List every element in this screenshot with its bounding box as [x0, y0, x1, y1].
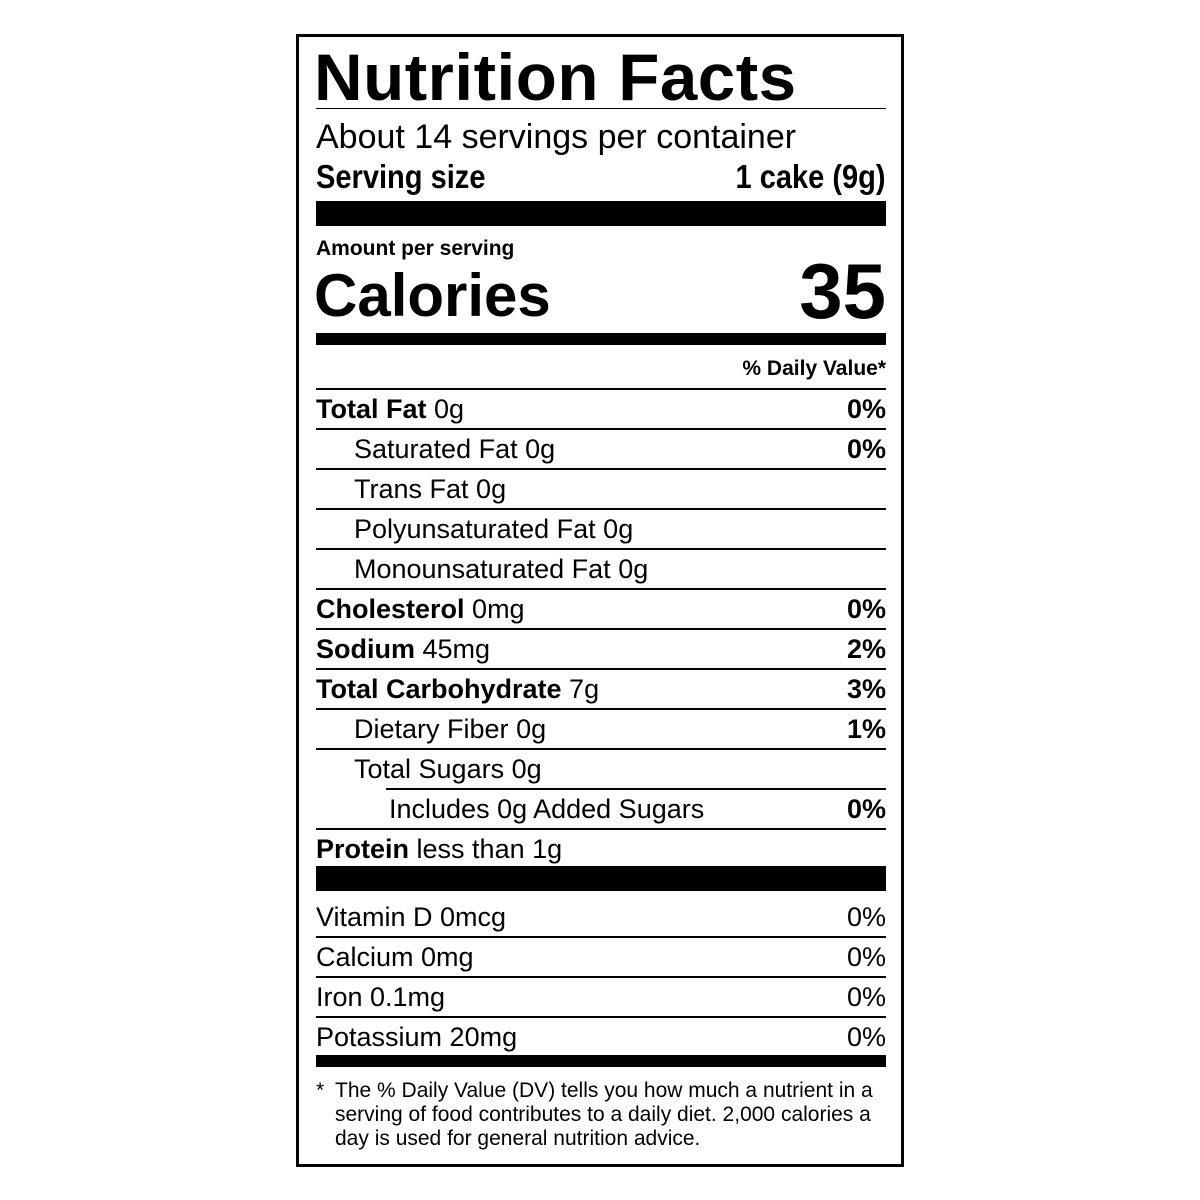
nutrient-name: Saturated Fat [354, 434, 518, 464]
thick-divider [316, 866, 886, 891]
nutrient-row: Total Sugars 0g [316, 749, 886, 789]
serving-size-value: 1 cake (9g) [735, 158, 886, 195]
nutrient-name: Monounsaturated Fat [354, 554, 611, 584]
nutrient-name: Sodium [316, 634, 415, 664]
nutrient-amount: 0g [603, 514, 634, 544]
nutrient-amount: 0g [511, 754, 542, 784]
nutrient-row: Total Carbohydrate 7g 3% [316, 669, 886, 709]
nutrient-row: Polyunsaturated Fat 0g [316, 509, 886, 549]
nutrient-row: Total Fat 0g 0% [316, 389, 886, 429]
divider [316, 828, 886, 830]
servings-per-container: About 14 servings per container [316, 118, 797, 156]
nutrient-amount: less than 1g [416, 834, 563, 864]
nutrient-name: Trans Fat [354, 474, 469, 504]
divider [316, 468, 886, 470]
vitamin-row: Potassium 20mg 0% [316, 1017, 886, 1057]
nutrient-label: Total Carbohydrate 7g [316, 674, 599, 704]
serving-size-label: Serving size [316, 158, 486, 195]
nutrition-facts-label: Nutrition Facts About 14 servings per co… [296, 34, 904, 1167]
nutrient-row: Monounsaturated Fat 0g [316, 549, 886, 589]
divider [316, 108, 886, 109]
divider [316, 668, 886, 670]
label-title: Nutrition Facts [314, 40, 797, 114]
nutrient-label: Total Fat 0g [316, 394, 464, 424]
nutrient-amount: 0g [525, 434, 556, 464]
nutrient-amount: 0g [476, 474, 507, 504]
vitamin-row: Vitamin D 0mcg 0% [316, 897, 886, 937]
nutrient-amount: 0g [618, 554, 649, 584]
divider [316, 428, 886, 430]
nutrient-label: Polyunsaturated Fat 0g [316, 514, 633, 544]
vitamin-label: Calcium 0mg [316, 942, 474, 972]
divider [316, 976, 886, 978]
nutrient-label: Protein less than 1g [316, 834, 562, 864]
nutrient-amount: 0mg [472, 594, 525, 624]
nutrient-amount: 0g [516, 714, 547, 744]
nutrient-row: Includes 0g Added Sugars 0% [316, 789, 886, 829]
nutrient-row: Sodium 45mg 2% [316, 629, 886, 669]
nutrient-row: Protein less than 1g [316, 829, 886, 869]
thick-divider [316, 201, 886, 226]
nutrient-label: Dietary Fiber 0g [316, 714, 546, 744]
nutrient-label: Trans Fat 0g [316, 474, 506, 504]
nutrient-label: Cholesterol 0mg [316, 594, 525, 624]
nutrient-name: Total Carbohydrate [316, 674, 562, 704]
vitamin-label: Potassium 20mg [316, 1022, 518, 1052]
divider [316, 508, 886, 510]
daily-value-percent: 0% [846, 594, 886, 624]
daily-value-percent: 0% [846, 982, 886, 1012]
nutrient-label: Saturated Fat 0g [316, 434, 555, 464]
divider [316, 388, 886, 390]
divider [316, 748, 886, 750]
nutrient-name: Includes 0g Added Sugars [389, 794, 705, 824]
vitamin-row: Iron 0.1mg 0% [316, 977, 886, 1017]
divider [386, 788, 886, 790]
nutrient-row: Dietary Fiber 0g 1% [316, 709, 886, 749]
footnote: The % Daily Value (DV) tells you how muc… [335, 1079, 873, 1150]
nutrient-amount: 45mg [422, 634, 491, 664]
calories-label: Calories [314, 262, 551, 329]
divider [316, 936, 886, 938]
calories-value: 35 [799, 247, 886, 335]
nutrient-label: Total Sugars 0g [316, 754, 542, 784]
medium-divider [316, 1055, 886, 1067]
nutrient-row: Cholesterol 0mg 0% [316, 589, 886, 629]
nutrient-amount: 7g [569, 674, 600, 704]
divider [316, 628, 886, 630]
nutrient-name: Total Fat [316, 394, 427, 424]
divider [316, 708, 886, 710]
nutrient-label: Sodium 45mg [316, 634, 490, 664]
vitamin-row: Calcium 0mg 0% [316, 937, 886, 977]
nutrient-amount: 0g [434, 394, 465, 424]
daily-value-percent: 0% [846, 434, 886, 464]
daily-value-percent: 1% [846, 714, 886, 744]
vitamin-label: Vitamin D 0mcg [316, 902, 507, 932]
divider [316, 588, 886, 590]
nutrient-row: Saturated Fat 0g 0% [316, 429, 886, 469]
nutrient-label: Includes 0g Added Sugars [316, 794, 704, 824]
footnote-marker: * [316, 1079, 325, 1102]
nutrient-row: Trans Fat 0g [316, 469, 886, 509]
daily-value-percent: 0% [846, 942, 886, 972]
nutrient-label: Monounsaturated Fat 0g [316, 554, 648, 584]
daily-value-percent: 0% [846, 794, 886, 824]
daily-value-percent: 0% [846, 902, 886, 932]
divider [316, 1016, 886, 1018]
nutrient-name: Dietary Fiber [354, 714, 509, 744]
daily-value-percent: 2% [846, 634, 886, 664]
daily-value-percent: 0% [846, 1022, 886, 1052]
daily-value-header: % Daily Value* [742, 357, 886, 380]
medium-divider [316, 333, 886, 345]
nutrient-name: Total Sugars [354, 754, 505, 784]
daily-value-percent: 0% [846, 394, 886, 424]
divider [316, 548, 886, 550]
vitamin-label: Iron 0.1mg [316, 982, 446, 1012]
amount-per-serving: Amount per serving [316, 237, 515, 260]
nutrient-name: Polyunsaturated Fat [354, 514, 596, 544]
daily-value-percent: 3% [846, 674, 886, 704]
nutrient-name: Cholesterol [316, 594, 465, 624]
nutrient-name: Protein [316, 834, 410, 864]
